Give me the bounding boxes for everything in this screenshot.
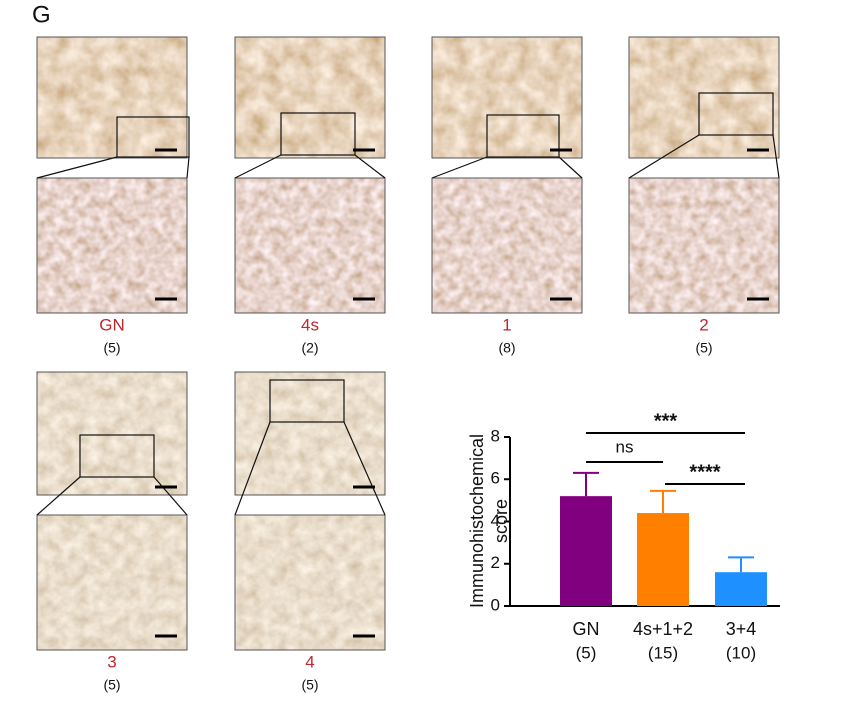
- micrograph-frame: [234, 371, 386, 496]
- zoom-line: [186, 156, 190, 179]
- micrograph-frame: [36, 514, 188, 651]
- y-axis-label-line: Immunohistochemical: [467, 434, 487, 608]
- zoom-box: [280, 112, 356, 156]
- zoom-box: [116, 116, 190, 158]
- zoom-line: [354, 154, 386, 179]
- significance-label: ****: [689, 461, 720, 483]
- y-tick-label: 0: [491, 595, 500, 614]
- bar: [560, 496, 612, 606]
- micrograph-zoom: [37, 178, 187, 313]
- group-label: 3: [107, 652, 116, 671]
- micrograph-frame: [36, 371, 188, 496]
- micrograph: [235, 37, 385, 158]
- zoom-line: [772, 134, 780, 179]
- micrograph-frame: [234, 36, 386, 159]
- micrograph-frame: [234, 177, 386, 314]
- y-tick-label: 6: [491, 469, 500, 488]
- micrograph-zoom: [432, 178, 582, 313]
- zoom-box: [486, 114, 560, 158]
- micrograph: [37, 372, 187, 495]
- significance-label: ***: [654, 410, 678, 432]
- x-count-label: (10): [726, 643, 756, 662]
- x-count-label: (5): [576, 643, 597, 662]
- micrograph-frame: [628, 36, 780, 159]
- micrograph-frame: [431, 36, 583, 159]
- group-count: (5): [103, 677, 120, 693]
- group-label: 4: [305, 652, 314, 671]
- micrograph-zoom: [629, 178, 779, 313]
- group-label: 2: [699, 315, 708, 334]
- zoom-line: [36, 156, 118, 179]
- micrograph-frame: [234, 514, 386, 651]
- zoom-line: [36, 476, 81, 516]
- group-count: (5): [301, 677, 318, 693]
- micrograph-frame: [628, 177, 780, 314]
- group-count: (5): [103, 340, 120, 356]
- y-tick-label: 2: [491, 553, 500, 572]
- zoom-box: [698, 92, 774, 136]
- x-tick-label: GN: [573, 619, 600, 639]
- group-label: GN: [99, 315, 125, 334]
- y-axis-label-line: score: [491, 499, 511, 543]
- zoom-line: [234, 421, 271, 516]
- micrograph-zoom: [235, 178, 385, 313]
- bar: [715, 572, 767, 606]
- group-count: (2): [301, 340, 318, 356]
- zoom-line: [558, 156, 583, 179]
- bar: [637, 513, 689, 606]
- x-tick-label: 4s+1+2: [633, 619, 693, 639]
- group-label: 4s: [301, 315, 319, 334]
- panel-label: G: [32, 1, 51, 28]
- group-label: 1: [502, 315, 511, 334]
- zoom-line: [153, 476, 188, 516]
- micrograph-frame: [431, 177, 583, 314]
- micrograph: [629, 37, 779, 158]
- y-tick-label: 4: [491, 511, 500, 530]
- zoom-box: [269, 379, 345, 423]
- y-axis-label: Immunohistochemical score: [467, 434, 511, 608]
- zoom-line: [628, 134, 700, 179]
- x-count-label: (15): [648, 643, 678, 662]
- zoom-line: [234, 154, 282, 179]
- significance-label: ns: [616, 437, 634, 456]
- micrograph: [235, 372, 385, 495]
- group-count: (5): [695, 340, 712, 356]
- micrograph: [37, 37, 187, 158]
- micrograph-zoom: [37, 515, 187, 650]
- micrograph-zoom: [235, 515, 385, 650]
- zoom-line: [431, 156, 488, 179]
- micrograph: [432, 37, 582, 158]
- micrograph-frame: [36, 177, 188, 314]
- zoom-line: [343, 421, 386, 516]
- group-count: (8): [498, 340, 515, 356]
- x-tick-label: 3+4: [726, 619, 757, 639]
- y-tick-label: 8: [491, 426, 500, 445]
- zoom-box: [79, 434, 155, 478]
